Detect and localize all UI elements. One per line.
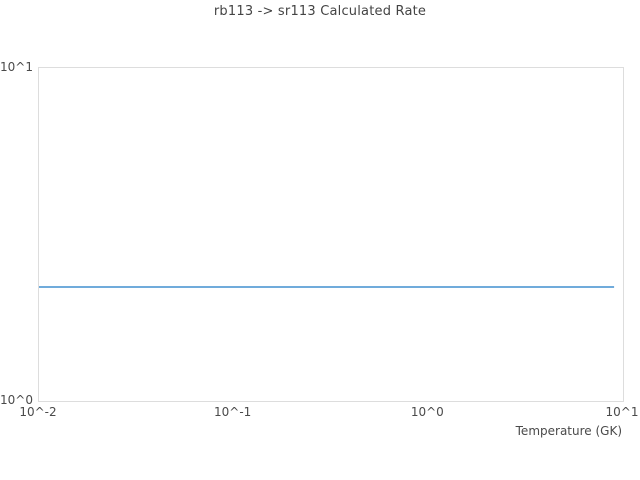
x-tick-label: 10^-1 [214, 405, 252, 419]
x-tick-label: 10^1 [605, 405, 639, 419]
x-axis-title: Temperature (GK) [515, 424, 622, 438]
x-tick-label: 10^0 [410, 405, 444, 419]
y-tick-label: 10^0 [0, 393, 33, 407]
plot-area [38, 67, 624, 402]
x-tick-label: 10^-2 [19, 405, 57, 419]
chart-title: rb113 -> sr113 Calculated Rate [213, 4, 427, 19]
y-tick-label: 10^1 [0, 60, 33, 74]
rate-line-svg [39, 286, 615, 288]
